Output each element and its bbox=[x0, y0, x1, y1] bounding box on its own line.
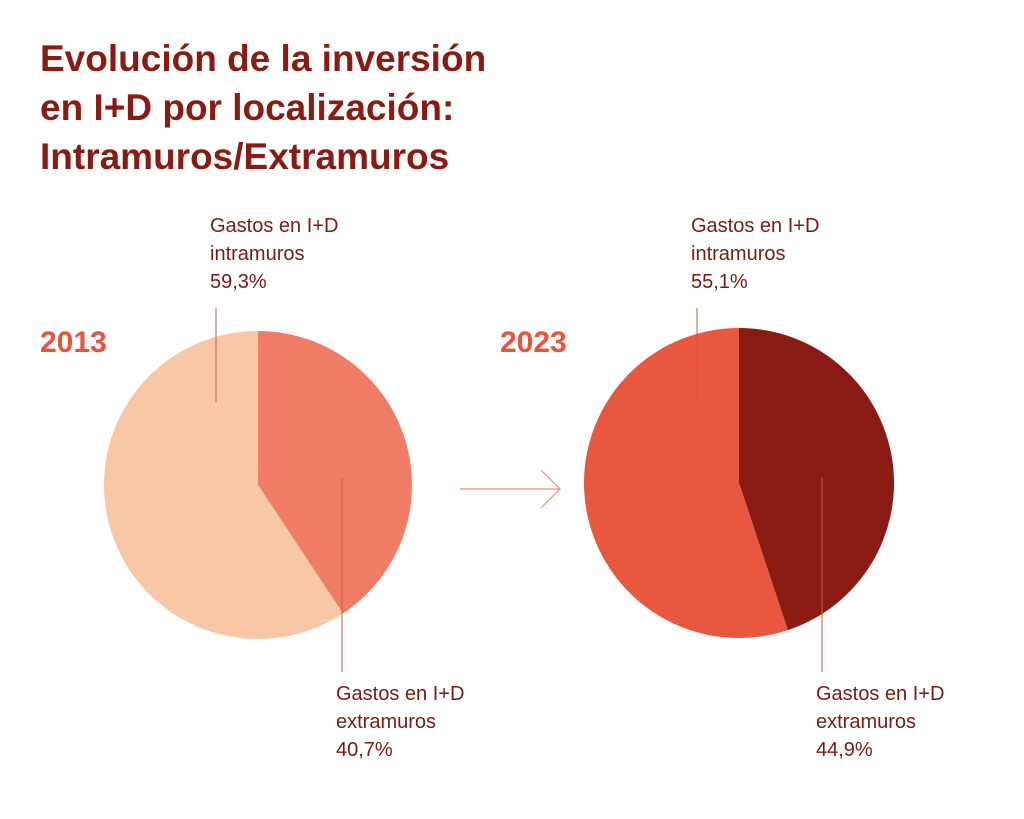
label-2023-intramuros: Gastos en I+D intramuros 55,1% bbox=[691, 212, 819, 296]
pie-slice-2023-extramuros bbox=[739, 328, 895, 631]
arrow-right-icon bbox=[460, 469, 561, 509]
pie-2013 bbox=[103, 331, 412, 639]
year-label-2013: 2013 bbox=[40, 326, 107, 359]
title-line-3: Intramuros/Extramuros bbox=[40, 136, 450, 177]
value-2023-intramuros: 55,1% bbox=[691, 271, 748, 293]
value-2013-intramuros: 59,3% bbox=[210, 271, 267, 293]
value-2023-extramuros: 44,9% bbox=[816, 739, 873, 761]
pie-slice-2013-intramuros bbox=[103, 331, 343, 639]
label-2013-extramuros: Gastos en I+D extramuros 40,7% bbox=[336, 680, 464, 764]
label-2023-extramuros: Gastos en I+D extramuros 44,9% bbox=[816, 680, 944, 764]
title-line-1: Evolución de la inversión bbox=[40, 38, 487, 79]
title-line-2: en I+D por localización: bbox=[40, 87, 455, 128]
pie-slice-2023-intramuros bbox=[583, 328, 788, 638]
label-2013-intramuros: Gastos en I+D intramuros 59,3% bbox=[210, 212, 338, 296]
value-2013-extramuros: 40,7% bbox=[336, 739, 393, 761]
year-label-2023: 2023 bbox=[500, 326, 567, 359]
page-title: Evolución de la inversión en I+D por loc… bbox=[40, 34, 486, 181]
pie-slice-2013-extramuros bbox=[258, 331, 412, 614]
pie-2023 bbox=[583, 328, 895, 638]
